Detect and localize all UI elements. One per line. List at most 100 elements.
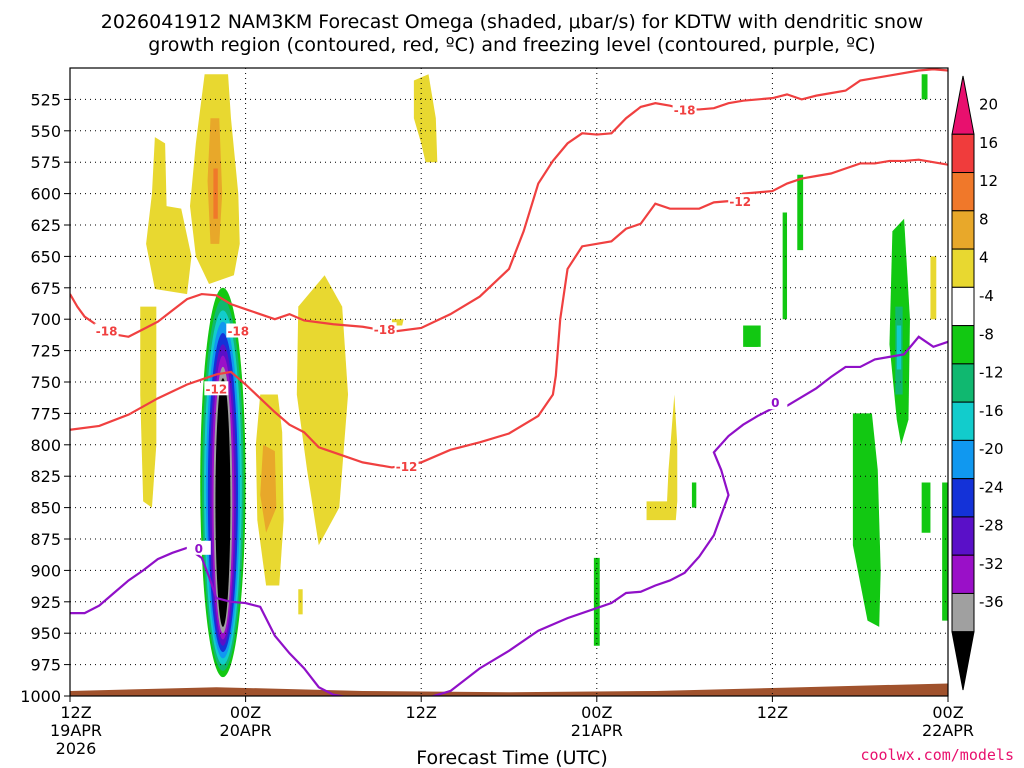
colorbar-segment [951,401,975,441]
omega-neg-4-a [593,557,600,646]
omega-neg-4-j [942,482,948,621]
contour-label-bg [226,323,251,338]
contour-label: -18 [227,325,249,339]
x-tick-label: 22APR [922,721,974,740]
contour-line-2 [70,158,948,469]
x-tick-label: 00Z [230,703,261,722]
omega-pos-8-mid [260,444,277,533]
ground-terrain [70,683,948,696]
omega-pos-4-upper-west [146,137,192,295]
contour-label-bg [204,381,229,396]
x-tick-label: 12Z [757,703,788,722]
contour-label-bg [728,194,753,209]
omega-neg-4-k [921,74,928,100]
colorbar-segment [951,172,975,212]
colorbar-label: 20 [979,96,998,114]
colorbar-label: -12 [979,364,1004,382]
chart-title-line1: 2026041912 NAM3KM Forecast Omega (shaded… [101,11,923,33]
colorbar-segment [951,516,975,556]
chart-title-line2: growth region (contoured, red, ºC) and f… [148,34,875,56]
contour-label: -12 [729,195,751,209]
colorbar-segment [951,478,975,518]
contour-label: -12 [396,460,418,474]
y-tick-label: 800 [30,436,61,455]
colorbar-segment [951,325,975,365]
omega-neg-4-i [921,482,931,533]
contour-label: -12 [205,382,227,396]
y-tick-label: 525 [30,90,61,109]
credit-text: coolwx.com/models [860,746,1014,764]
omega-neg-12-h [896,325,902,370]
x-tick-label: 2026 [56,739,97,758]
colorbar-label: -20 [979,440,1004,458]
y-tick-label: 925 [30,593,61,612]
omega-neg-4-b [691,482,697,508]
contour-label-bg [394,459,419,474]
y-tick-label: 750 [30,373,61,392]
x-axis-label: Forecast Time (UTC) [416,747,607,768]
colorbar-label: 16 [979,134,998,152]
omega-neg-4-d [746,329,758,347]
y-tick-label: 950 [30,624,61,643]
y-tick-label: 775 [30,404,61,423]
y-tick-label: 1000 [20,687,61,706]
omega-neg-4-f [797,174,804,251]
omega-shading [70,74,948,696]
contour-label: 0 [771,396,779,410]
y-tick-label: 875 [30,530,61,549]
colorbar-label: -16 [979,402,1004,420]
colorbar-segment [951,439,975,480]
y-tick-label: 900 [30,561,61,580]
contour-label-bg [94,323,119,338]
omega-lift-core-36 [215,378,231,627]
contour-line-3 [70,335,948,696]
y-tick-label: 825 [30,467,61,486]
colorbar-label: -24 [979,478,1004,496]
colorbar-label: 4 [979,249,989,267]
y-tick-label: 650 [30,247,61,266]
x-tick-label: 19APR [50,721,102,740]
x-tick-label: 20APR [220,721,272,740]
contour-line-1 [70,68,948,338]
contour-label-bg [672,102,697,117]
x-tick-label: 00Z [581,703,612,722]
contour-label: -18 [674,103,696,117]
colorbar-segment [951,133,975,174]
y-tick-label: 550 [30,122,61,141]
colorbar-label: -8 [979,325,994,343]
x-tick-label: 00Z [932,703,963,722]
omega-pos-4-far-east [930,256,937,320]
contour-label-bg [763,395,788,410]
colorbar-bottom-arrow [951,631,975,691]
plot-area: -18 -18 -18 -18 -12 -12 -12 0 0 1000 975 950 925 900 8… [20,67,1004,758]
colorbar-segment [951,554,975,594]
colorbar-segment [951,286,975,327]
contour-label: -18 [374,323,396,337]
y-tick-label: 700 [30,310,61,329]
colorbar-label: 12 [979,172,998,190]
contour-label-bg [186,540,211,555]
x-tick-label: 12Z [60,703,91,722]
contour-label: 0 [195,542,203,556]
omega-neg-4-g [852,413,881,627]
y-tick-label: 625 [30,216,61,235]
colorbar-segment [951,363,975,403]
y-tick-label: 675 [30,279,61,298]
colorbar-label: 8 [979,210,989,228]
x-tick-label: 12Z [406,703,437,722]
colorbar-label: -36 [979,593,1004,611]
y-tick-label: 600 [30,185,61,204]
colorbar-label: -28 [979,517,1004,535]
y-tick-label: 975 [30,656,61,675]
omega-pos-4-upper-mid [413,74,438,163]
y-tick-label: 725 [30,342,61,361]
colorbar-segment [951,592,975,633]
omega-pos-4-mid-b [296,275,349,546]
colorbar-label: -4 [979,287,994,305]
contour-label: -18 [96,325,118,339]
omega-pos-4-left [140,306,157,508]
contour-label-bg [372,322,397,337]
y-tick-label: 850 [30,499,61,518]
omega-pos-4-east [646,394,678,521]
